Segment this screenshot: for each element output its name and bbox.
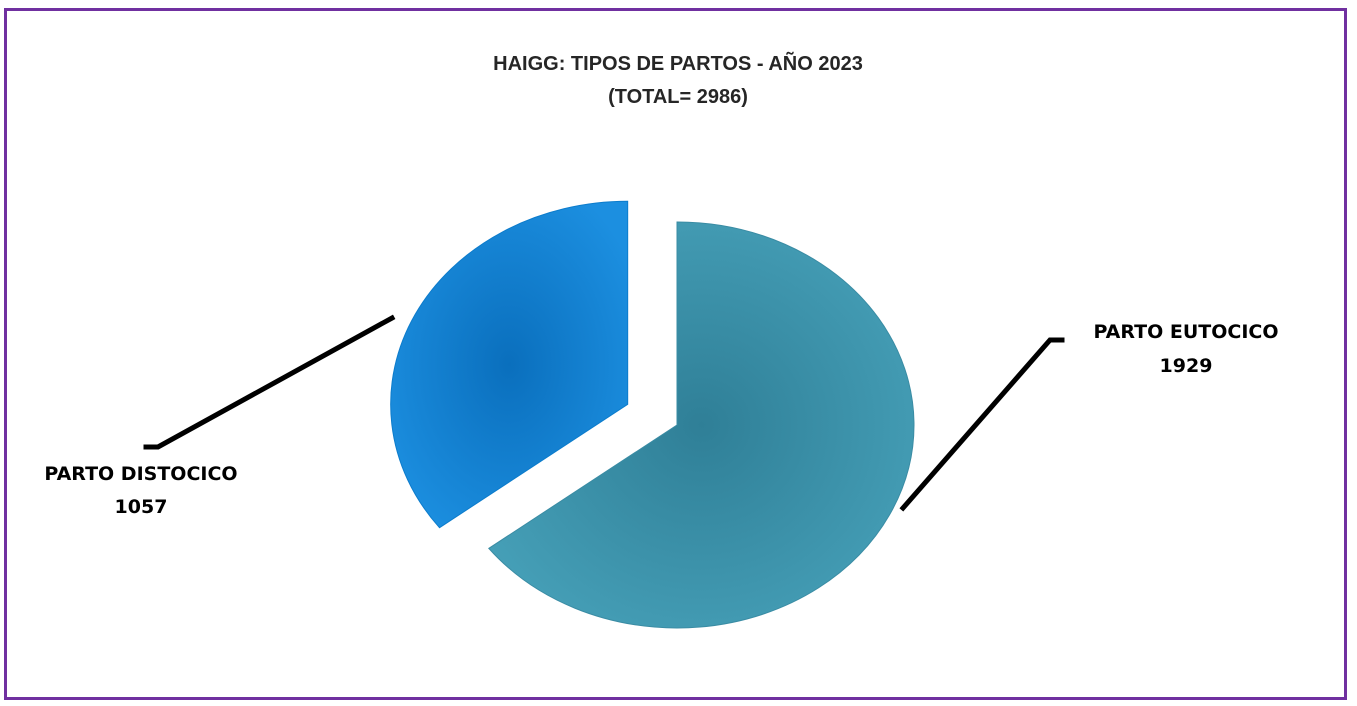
pie-slices: [390, 200, 915, 629]
pie-slice-parto-eutocico: [488, 221, 915, 629]
data-label-eutocico-name: PARTO EUTOCICO: [1093, 321, 1278, 343]
data-label-distocico-value: 1057: [115, 496, 168, 518]
data-label-distocico-name: PARTO DISTOCICO: [44, 463, 237, 485]
chart-subtitle: (TOTAL= 2986): [608, 86, 748, 108]
chart-title: HAIGG: TIPOS DE PARTOS - AÑO 2023: [493, 52, 863, 75]
pie-slice-parto-distocico: [390, 200, 629, 529]
leader-line-distocico: [143, 314, 396, 450]
data-label-eutocico-value: 1929: [1160, 355, 1213, 377]
leader-line-eutocico: [899, 337, 1065, 512]
